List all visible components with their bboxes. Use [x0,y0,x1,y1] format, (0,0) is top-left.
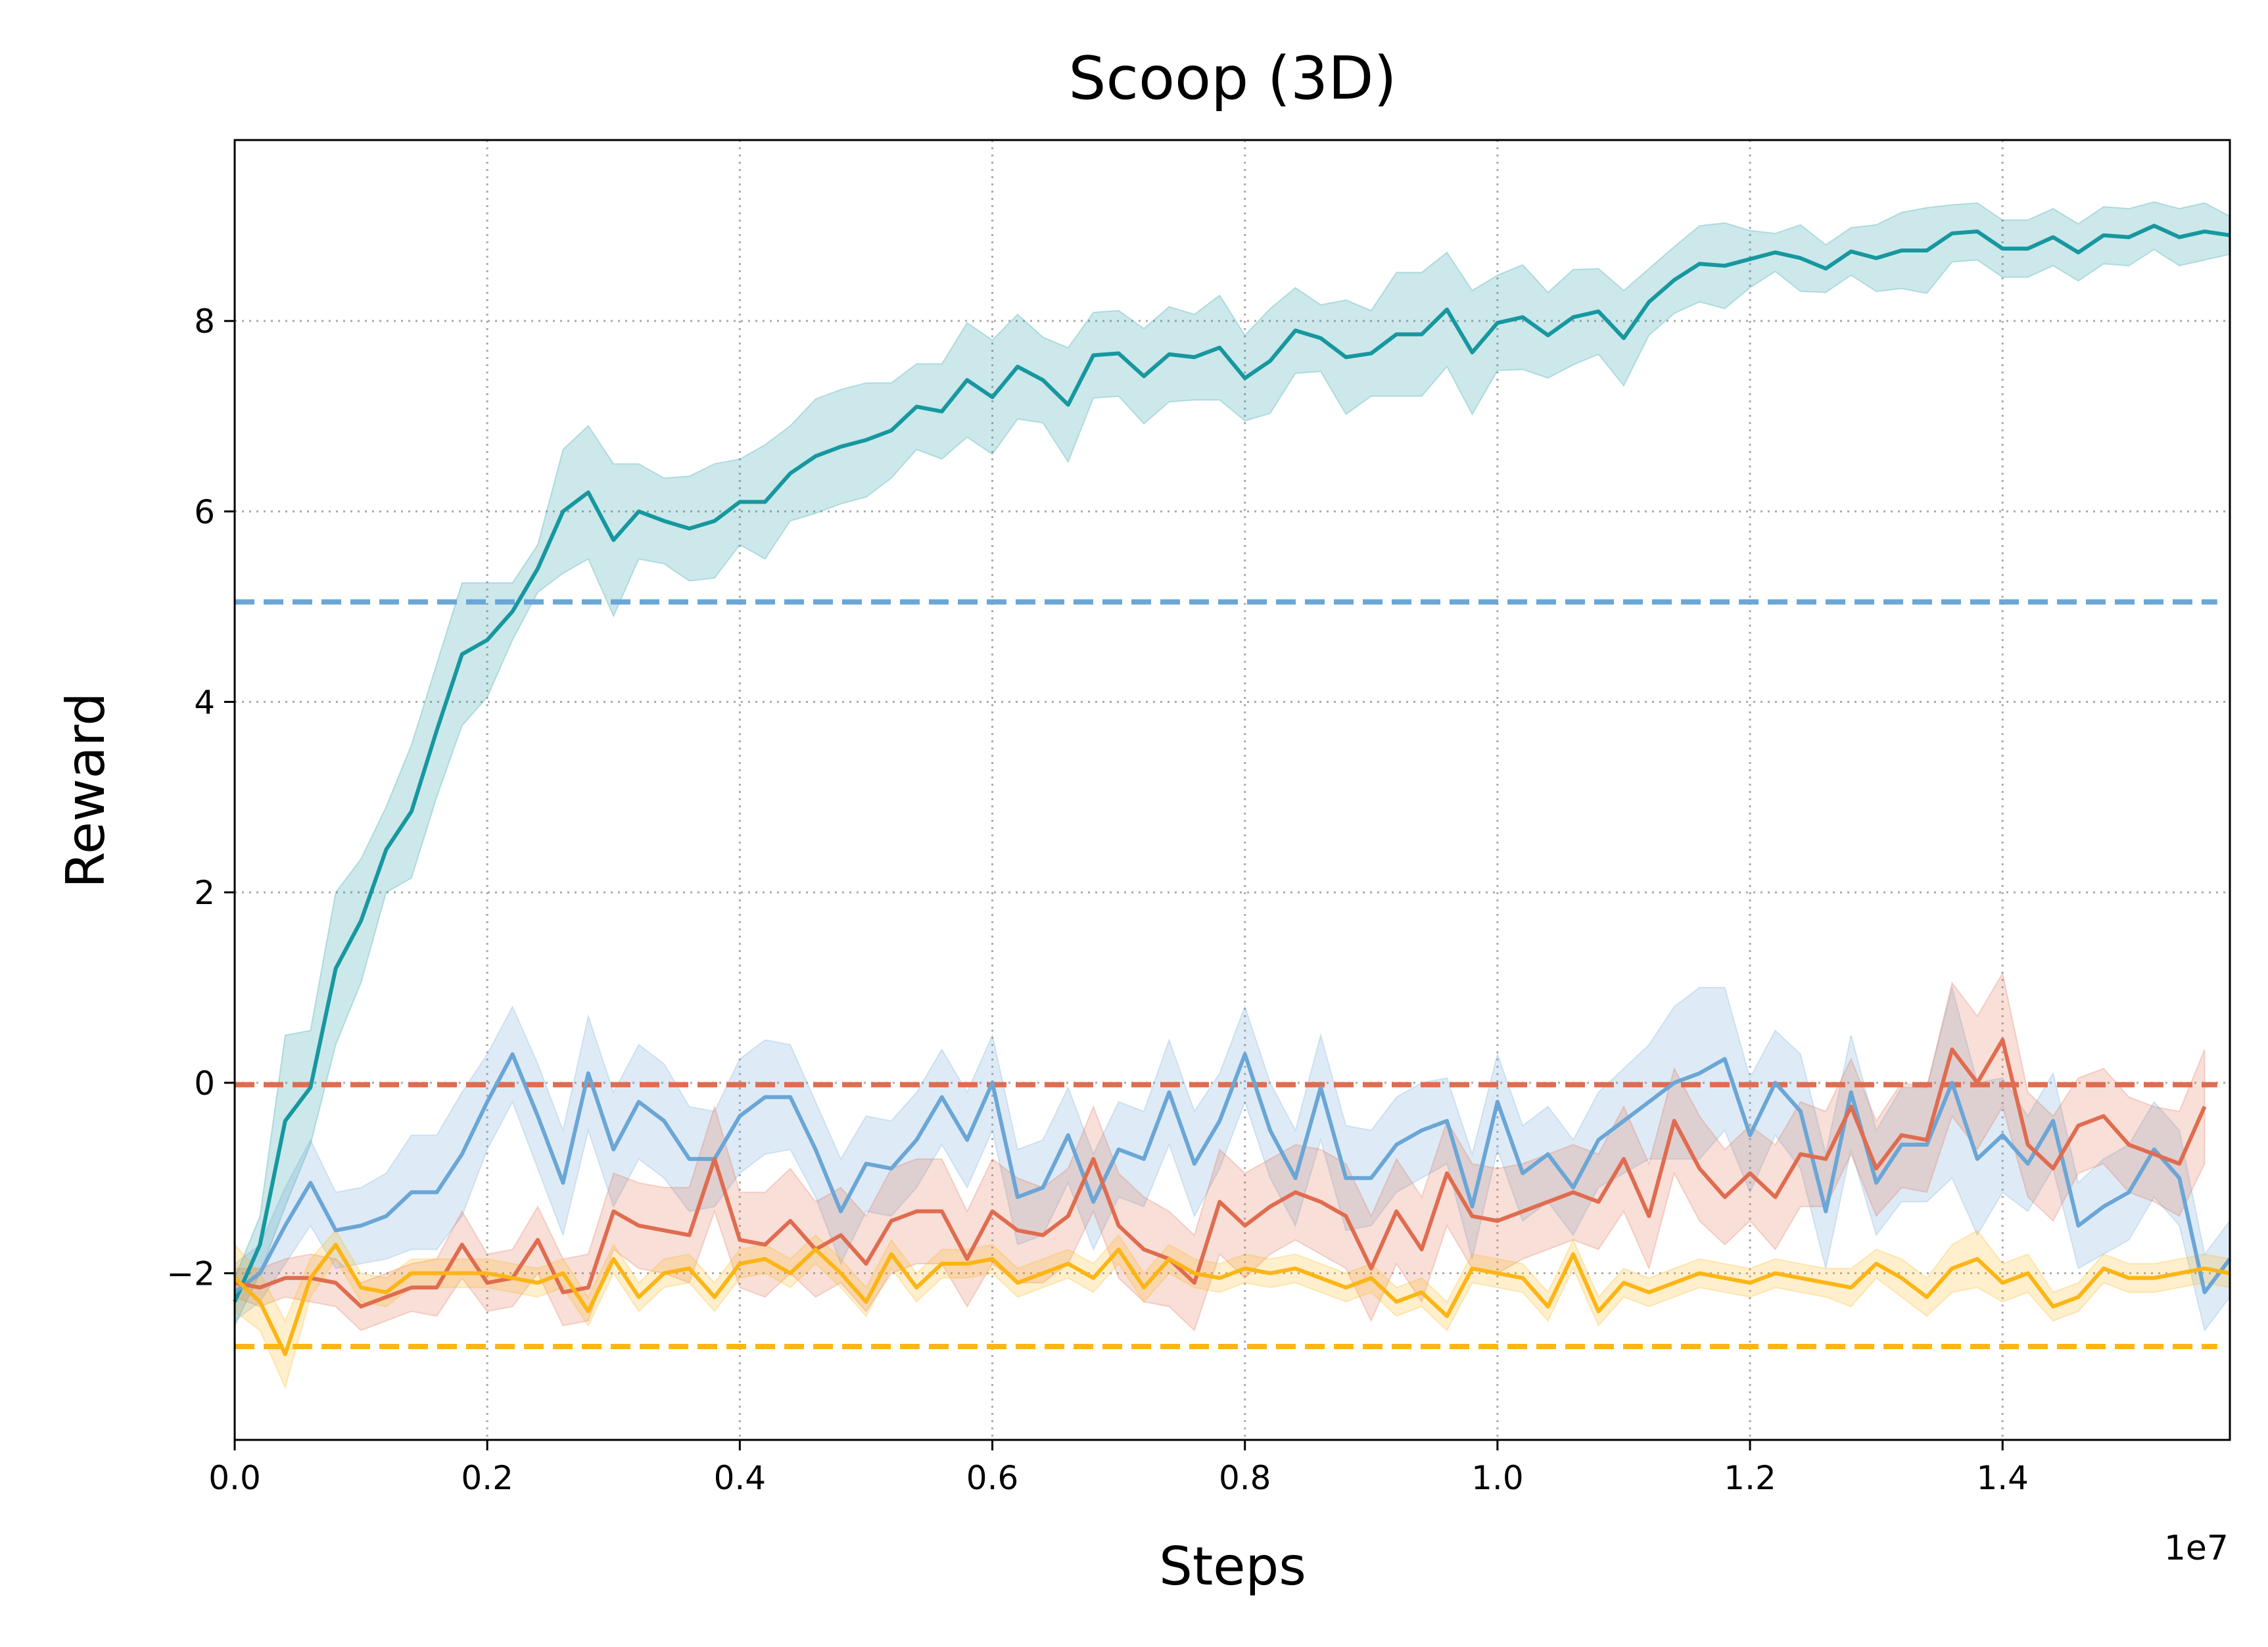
series-2-band [234,971,2206,1332]
y-tick-label: 2 [194,874,215,912]
x-tick-label: 1.0 [1471,1459,1524,1497]
y-tick-label: 6 [194,493,215,531]
series-1-line [233,1052,2232,1295]
x-tick-label: 0.4 [714,1459,767,1497]
axis-ticks: 0.0 0.2 0.4 0.6 0.8 1.0 1.2 1.4 −2 0 2 4 6 8 [166,302,2029,1497]
series-0-line [233,224,2231,1303]
y-axis-label: Reward [55,692,116,888]
y-tick-label: 4 [194,684,215,722]
x-tick-label: 1.2 [1724,1459,1776,1497]
y-tick-label: −2 [166,1255,215,1293]
series-lines [233,224,2232,1356]
x-tick-label: 0.0 [208,1459,261,1497]
x-axis-offset-label: 1e7 [2164,1529,2229,1568]
plot-frame [233,139,2231,1441]
x-tick-label: 1.4 [1976,1459,2029,1497]
chart-title: Scoop (3D) [1068,44,1396,113]
series-3-line [233,1243,2231,1356]
y-tick-label: 0 [194,1064,215,1103]
baselines [235,599,2217,1350]
series-2-line [234,1038,2207,1309]
x-tick-label: 0.8 [1219,1459,1271,1497]
x-tick-label: 0.2 [461,1459,513,1497]
x-axis-label: Steps [1159,1536,1306,1597]
y-tick-label: 8 [194,302,215,341]
x-tick-label: 0.6 [966,1459,1019,1497]
